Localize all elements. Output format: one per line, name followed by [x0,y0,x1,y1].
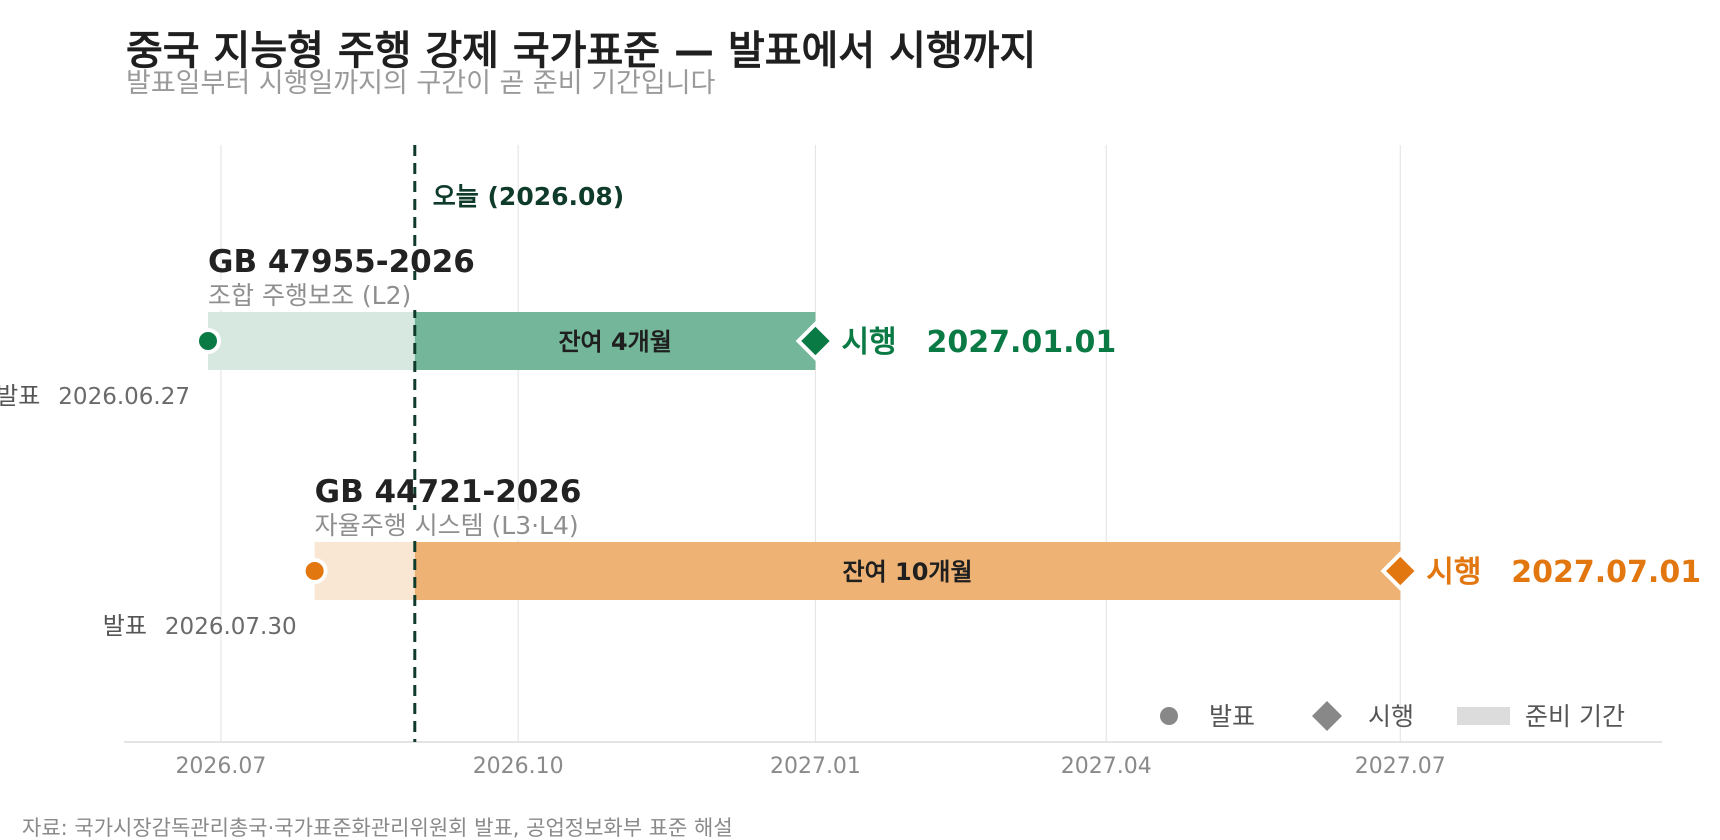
remaining-prep-bar [414,542,1401,600]
elapsed-prep-bar [314,542,415,600]
description-background [204,280,418,310]
standard-description: 자율주행 시스템 (L3·L4) [315,511,579,540]
standard-code: GB 47955-2026 [208,244,475,280]
effective-date-label: 2027.07.01 [1511,555,1701,590]
chart-subtitle: 발표일부터 시행일까지의 구간이 곧 준비 기간입니다 [126,68,716,99]
legend-circle-icon [1160,707,1178,725]
x-tick-label: 2027.04 [1061,754,1152,779]
effective-date-label: 2027.01.01 [926,325,1116,360]
description-background [310,510,585,540]
remaining-prep-bar [414,312,816,370]
remaining-label: 잔여 10개월 [843,558,973,586]
today-marker: 오늘 (2026.08) [413,145,624,742]
publish-date-label: 2026.06.27 [58,384,190,410]
x-tick-label: 2026.07 [175,754,266,779]
legend-label-publish: 발표 [1209,702,1255,731]
publish-label: 발표 [103,612,147,640]
legend-diamond-icon [1312,701,1342,731]
today-label: 오늘 (2026.08) [433,182,624,211]
legend-label-effective: 시행 [1368,702,1414,731]
legend-rect-icon [1457,707,1510,725]
legend-label-prep-period: 준비 기간 [1525,702,1625,731]
grid: 2026.07 2026.10 2027.01 2027.04 2027.07 [124,145,1662,779]
publish-date-label: 2026.07.30 [165,614,297,640]
effective-marker [795,321,836,361]
elapsed-prep-bar [208,312,415,370]
publish-marker [301,558,328,584]
x-tick-label: 2026.10 [473,754,564,779]
publish-marker [195,328,222,354]
standard-code: GB 44721-2026 [315,474,582,510]
x-tick-label: 2027.01 [770,754,861,779]
effective-label: 시행 [1426,555,1481,590]
standard-description: 조합 주행보조 (L2) [208,281,411,310]
source-note: 자료: 국가시장감독관리총국·국가표준화관리위원회 발표, 공업정보화부 표준 … [22,816,733,840]
remaining-label: 잔여 4개월 [558,328,671,356]
effective-marker [1380,551,1421,591]
bars [208,312,1401,600]
effective-label: 시행 [841,325,896,360]
chart-title: 중국 지능형 주행 강제 국가표준 — 발표에서 시행까지 [126,28,1036,74]
legend: 발표 시행 준비 기간 [1160,701,1625,731]
publish-label: 발표 [0,382,40,410]
x-tick-label: 2027.07 [1355,754,1446,779]
